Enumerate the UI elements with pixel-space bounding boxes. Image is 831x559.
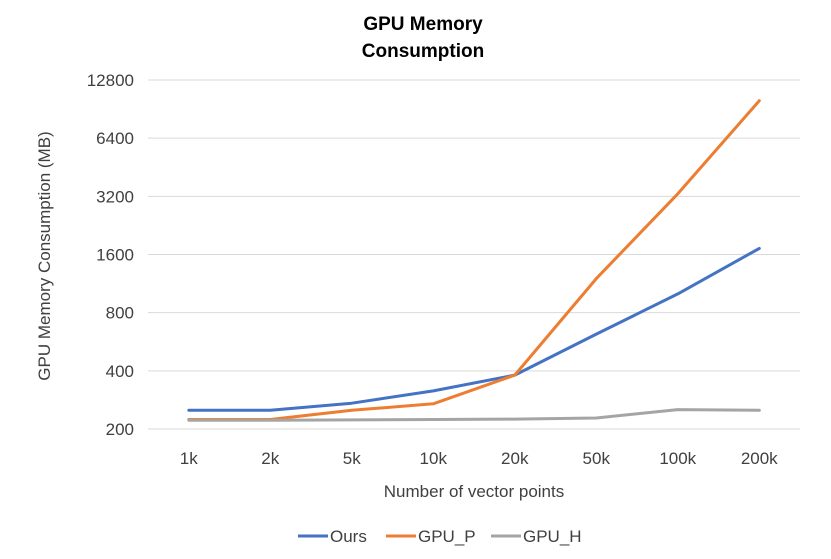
grid — [148, 79, 800, 430]
legend-entry: GPU_H — [491, 527, 582, 546]
legend-entry: Ours — [298, 527, 367, 546]
chart-title-line-2: Consumption — [362, 41, 484, 62]
y-axis-title: GPU Memory Consumption (MB) — [35, 131, 54, 380]
x-axis-title: Number of vector points — [384, 482, 564, 501]
y-axis-ticks: 200 400 800 1600 3200 6400 12800 — [87, 71, 134, 439]
legend-label: GPU_P — [418, 527, 476, 546]
y-tick-label: 3200 — [96, 187, 134, 206]
y-tick-label: 400 — [106, 362, 134, 381]
legend: Ours GPU_P GPU_H — [298, 527, 582, 546]
series-line-gpu-h — [187, 408, 761, 422]
x-tick-label: 50k — [583, 449, 611, 468]
legend-label: GPU_H — [523, 527, 582, 546]
series-line-gpu-p — [187, 99, 761, 421]
y-tick-label: 1600 — [96, 246, 134, 265]
chart-title-line-1: GPU Memory — [363, 14, 483, 35]
legend-entry: GPU_P — [386, 527, 476, 546]
series-line-ours — [187, 246, 761, 412]
x-tick-label: 5k — [343, 449, 361, 468]
legend-label: Ours — [330, 527, 367, 546]
x-tick-label: 20k — [501, 449, 529, 468]
x-tick-label: 10k — [420, 449, 448, 468]
y-tick-label: 200 — [106, 420, 134, 439]
series — [187, 99, 761, 422]
y-tick-label: 6400 — [96, 129, 134, 148]
y-tick-label: 12800 — [87, 71, 134, 90]
x-tick-label: 200k — [741, 449, 778, 468]
x-tick-label: 100k — [659, 449, 696, 468]
x-axis-ticks: 1k 2k 5k 10k 20k 50k 100k 200k — [180, 449, 778, 468]
x-tick-label: 2k — [261, 449, 279, 468]
x-tick-label: 1k — [180, 449, 198, 468]
y-tick-label: 800 — [106, 304, 134, 323]
